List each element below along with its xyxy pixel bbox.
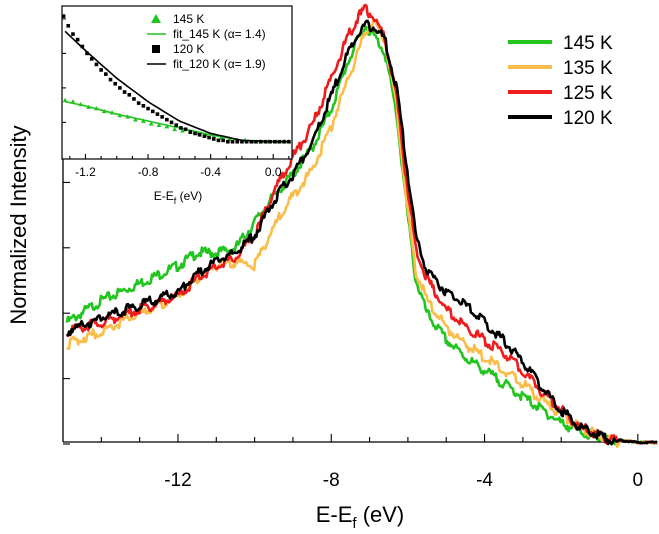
inset-x-tick-label: -0.4: [200, 165, 221, 179]
inset-marker-triangle: [172, 126, 178, 132]
inset-marker-square: [169, 120, 174, 125]
inset-marker-square: [71, 32, 75, 36]
inset-marker-square: [94, 62, 99, 67]
inset-legend-label: fit_145 K (α= 1.4): [173, 27, 266, 41]
inset-marker-square: [155, 112, 160, 116]
inset-marker-square: [165, 117, 169, 122]
legend-label: 120 K: [563, 108, 613, 129]
inset-x-axis-title: E-Ef (eV): [154, 189, 203, 206]
inset-marker-triangle: [156, 122, 162, 127]
inset-marker-triangle: [164, 123, 170, 129]
inset-y-ticks: [62, 18, 66, 123]
inset-legend-swatch-triangle: [151, 14, 161, 23]
inset-marker-square: [207, 135, 211, 140]
inset-marker-square: [127, 93, 132, 97]
inset-marker-square: [80, 44, 85, 49]
inset-legend-label: fit_120 K (α= 1.9): [173, 57, 266, 71]
inset-marker-square: [113, 81, 117, 86]
inset-marker-square: [183, 127, 188, 132]
inset-legend-label: 145 K: [173, 12, 204, 26]
inset-legend-swatch-square: [152, 45, 160, 53]
inset-marker-square: [221, 138, 225, 143]
inset-x-axis-title-base: E-E: [154, 189, 174, 203]
main-x-axis-title-sub: f: [352, 515, 357, 532]
inset-marker-square: [146, 106, 150, 111]
inset-marker-square: [249, 139, 254, 144]
inset-series-group: [61, 14, 292, 144]
inset-marker-square: [150, 109, 155, 114]
inset-marker-triangle: [133, 117, 138, 122]
inset-marker-square: [160, 115, 164, 119]
main-x-tick-label: 0: [633, 470, 644, 491]
inset-marker-square: [136, 101, 141, 105]
main-legend: 145 K 135 K 125 K 120 K: [508, 33, 613, 129]
inset-frame: [61, 5, 293, 160]
main-x-tick-label: -4: [476, 470, 493, 491]
legend-label: 125 K: [563, 83, 613, 104]
inset-x-ticks: -1.2 -0.8 -0.4 0.0: [69, 154, 290, 179]
inset-marker-square: [104, 72, 108, 76]
inset-marker-square: [235, 139, 240, 144]
inset-legend-label: 120 K: [173, 42, 204, 56]
inset-marker-square: [118, 86, 122, 90]
inset-marker-square: [240, 139, 244, 144]
inset-marker-square: [211, 137, 216, 141]
legend-label: 145 K: [563, 33, 613, 54]
inset-marker-square: [226, 139, 230, 144]
inset-marker-square: [202, 134, 207, 138]
inset-marker-square: [132, 97, 136, 101]
series-line-125-k: [65, 3, 658, 445]
main-x-axis-title-base: E-E: [316, 502, 353, 527]
inset-marker-square: [108, 77, 113, 82]
series-line-120-k: [65, 19, 658, 446]
main-y-axis-title: Normalized Intensity: [6, 125, 31, 324]
inset-x-tick-label: -1.2: [75, 165, 96, 179]
inset-marker-square: [193, 131, 197, 136]
inset-marker-square: [61, 14, 66, 18]
inset-marker-square: [122, 90, 127, 94]
inset-marker-square: [179, 126, 183, 130]
inset-x-tick-label: 0.0: [265, 165, 282, 179]
inset-x-axis-title-sub: f: [174, 196, 177, 206]
inset-marker-square: [244, 139, 249, 144]
inset-marker-square: [197, 133, 202, 137]
inset-x-tick-label: -0.8: [138, 165, 159, 179]
inset-marker-square: [141, 104, 146, 108]
series-line-145-k: [65, 25, 658, 446]
legend-label: 135 K: [563, 58, 613, 79]
main-x-axis-title: E-Ef (eV): [316, 502, 405, 532]
inset-marker-square: [99, 68, 103, 72]
inset-fit-line: [64, 30, 289, 143]
main-x-tick-label: -8: [323, 470, 340, 491]
inset-x-axis-title-unit: (eV): [176, 189, 202, 203]
inset-marker-square: [85, 51, 89, 56]
inset-marker-square: [66, 24, 71, 28]
inset-marker-square: [216, 138, 221, 143]
inset-marker-triangle: [180, 128, 185, 133]
inset-marker-square: [188, 130, 193, 134]
inset-marker-square: [174, 123, 179, 127]
inset-marker-square: [89, 57, 94, 61]
inset-marker-square: [230, 139, 235, 144]
main-x-tick-label: -12: [164, 470, 191, 491]
inset-marker-square: [75, 37, 80, 42]
main-series-group: [65, 3, 658, 449]
main-x-axis-title-unit: (eV): [357, 502, 405, 527]
inset-marker-triangle: [148, 121, 154, 126]
inset-marker-triangle: [62, 97, 68, 103]
